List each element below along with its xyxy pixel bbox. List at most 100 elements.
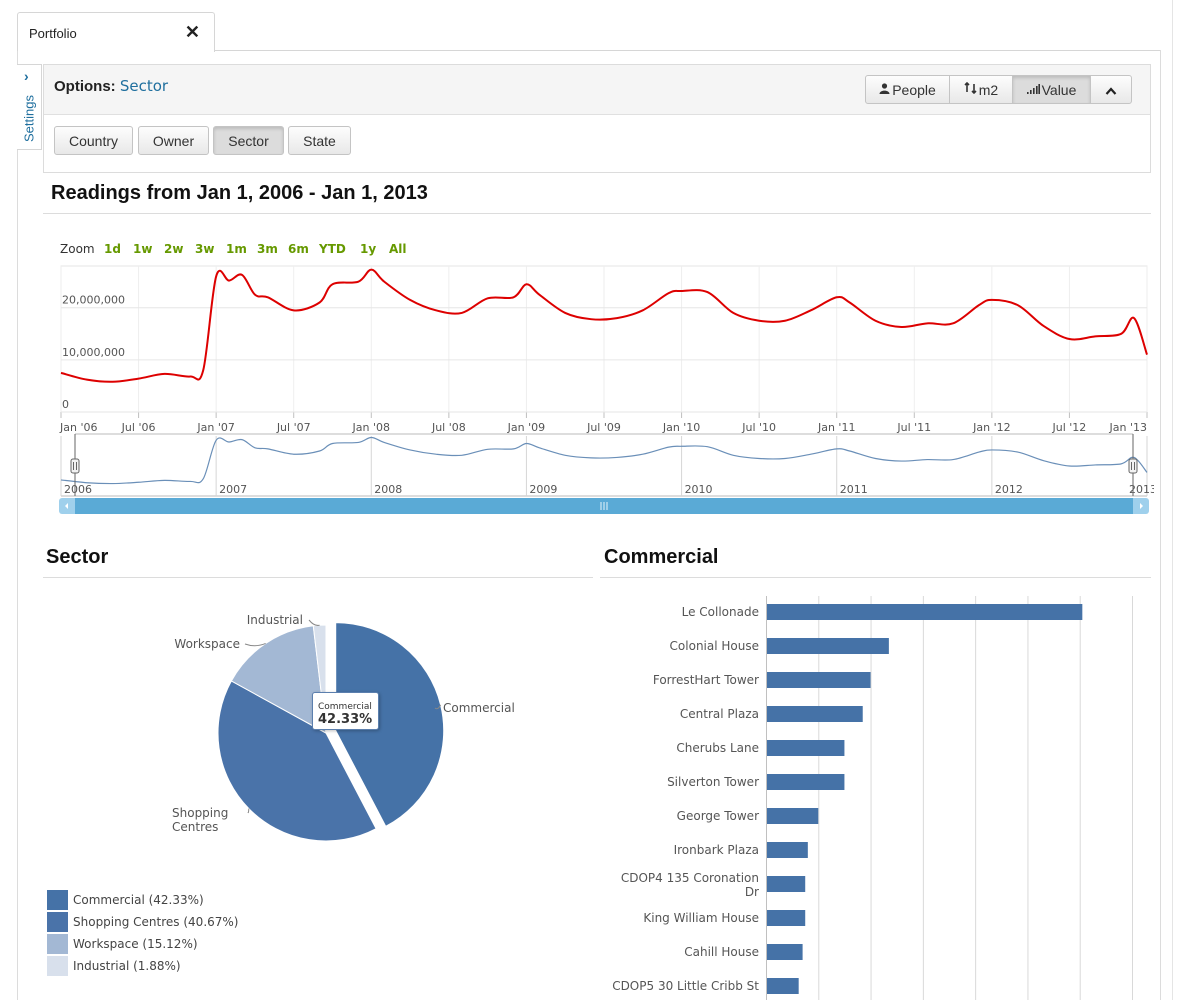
collapse-button[interactable] (1090, 75, 1132, 104)
legend-label: Commercial (42.33%) (73, 893, 204, 907)
pie-data-label: Shopping (172, 806, 228, 820)
bar[interactable] (767, 808, 819, 824)
navigator-year-label: 2013 (1129, 483, 1154, 496)
options-header: Options: Sector People m2 Value (44, 65, 1150, 115)
navigator-right-handle[interactable] (1128, 458, 1138, 474)
zoom-option-ytd[interactable]: YTD (318, 242, 346, 256)
stock-chart: Zoom 1d 1w 2w 3w 1m 3m 6m YTD 1y All 0 10,000,000 20,… (59, 242, 1154, 514)
y-tick-label: 0 (62, 398, 69, 411)
zoom-option-3m[interactable]: 3m (257, 242, 278, 256)
bar[interactable] (767, 706, 863, 722)
navigator-year-label: 2009 (529, 483, 557, 496)
zoom-option-2w[interactable]: 2w (164, 242, 183, 256)
x-tick-label: Jan '10 (662, 421, 700, 434)
commercial-divider (600, 577, 1151, 578)
close-icon[interactable]: ✕ (184, 22, 200, 42)
zoom-option-3w[interactable]: 3w (195, 242, 214, 256)
pie-data-label: Centres (172, 820, 218, 834)
navigator-series (60, 436, 1148, 485)
commercial-title: Commercial (604, 546, 719, 568)
x-tick-label: Jan '06 (59, 421, 97, 434)
tab-label: Portfolio (29, 26, 77, 41)
x-tick-label: Jul '10 (741, 421, 776, 434)
m2-button[interactable]: m2 (949, 75, 1013, 104)
category-label: Silverton Tower (667, 775, 759, 789)
bar[interactable] (767, 978, 799, 994)
person-icon (879, 82, 890, 97)
commercial-bar-chart: Le Collonade Colonial House ForrestHart To… (612, 596, 1133, 1000)
people-label: People (892, 81, 936, 98)
zoom-option-1w[interactable]: 1w (133, 242, 152, 256)
bar[interactable] (767, 944, 803, 960)
x-tick-label: Jan '08 (352, 421, 390, 434)
bar[interactable] (767, 842, 808, 858)
scroll-left-arrow-icon[interactable] (65, 503, 68, 509)
zoom-option-6m[interactable]: 6m (288, 242, 309, 256)
value-button[interactable]: Value (1012, 75, 1091, 104)
legend-item[interactable]: Shopping Centres (40.67%) (47, 912, 307, 932)
legend-label: Workspace (15.12%) (73, 937, 198, 951)
scroll-right-arrow-icon[interactable] (1140, 503, 1143, 509)
x-tick-label: Jan '13 (1109, 421, 1147, 434)
owner-button[interactable]: Owner (138, 126, 209, 155)
navigator-year-label: 2008 (374, 483, 402, 496)
sector-title: Sector (46, 546, 109, 568)
navigator-year-label: 2006 (64, 483, 92, 496)
state-button[interactable]: State (288, 126, 351, 155)
sector-divider (43, 577, 593, 578)
tab-bar: Portfolio ✕ (0, 0, 1177, 52)
legend-swatch (47, 956, 68, 976)
bar[interactable] (767, 604, 1083, 620)
m2-label: m2 (978, 81, 999, 98)
legend-item[interactable]: Commercial (42.33%) (47, 890, 307, 910)
category-label: Cherubs Lane (676, 741, 759, 755)
zoom-option-1d[interactable]: 1d (104, 242, 121, 256)
legend-item[interactable]: Workspace (15.12%) (47, 934, 307, 954)
bar[interactable] (767, 910, 806, 926)
legend-swatch (47, 934, 68, 954)
legend-label: Industrial (1.88%) (73, 959, 181, 973)
bar[interactable] (767, 876, 806, 892)
x-tick-label: Jan '07 (196, 421, 234, 434)
legend-swatch (47, 912, 68, 932)
legend-item[interactable]: Industrial (1.88%) (47, 956, 307, 976)
bar-signal-icon (1026, 83, 1040, 97)
pie-label-connector (244, 642, 266, 647)
tooltip-value: 42.33% (318, 712, 373, 727)
navigator-year-label: 2007 (219, 483, 247, 496)
y-tick-label: 20,000,000 (62, 294, 125, 307)
bar[interactable] (767, 672, 871, 688)
zoom-option-1y[interactable]: 1y (360, 242, 376, 256)
zoom-option-all[interactable]: All (389, 242, 407, 256)
bar[interactable] (767, 774, 845, 790)
bar[interactable] (767, 638, 889, 654)
pie-label-connector (308, 619, 320, 626)
x-tick-label: Jan '11 (817, 421, 855, 434)
category-label: CDOP5 30 Little Cribb St (612, 979, 759, 993)
bar[interactable] (767, 740, 845, 756)
resize-icon (964, 81, 977, 97)
zoom-option-1m[interactable]: 1m (226, 242, 247, 256)
category-label: Ironbark Plaza (674, 843, 759, 857)
window-edge (1172, 0, 1173, 1000)
category-label: Central Plaza (680, 707, 759, 721)
settings-label: Settings (21, 95, 37, 142)
category-label: Le Collonade (682, 605, 759, 619)
options-panel: Options: Sector People m2 Value (43, 64, 1151, 173)
x-tick-label: Jul '11 (896, 421, 931, 434)
zoom-label: Zoom (60, 242, 95, 256)
options-selected-value: Sector (119, 77, 169, 95)
people-button[interactable]: People (865, 75, 950, 104)
tab-portfolio[interactable]: Portfolio ✕ (17, 12, 215, 52)
pie-data-label: Workspace (174, 637, 240, 651)
x-tick-label: Jan '09 (507, 421, 545, 434)
navigator-left-handle[interactable] (70, 458, 80, 474)
pie-label-connector (247, 808, 250, 814)
legend-label: Shopping Centres (40.67%) (73, 915, 239, 929)
settings-toggle[interactable]: › Settings (17, 64, 42, 150)
chevron-right-icon: › (24, 68, 29, 84)
country-button[interactable]: Country (54, 126, 133, 155)
sector-button[interactable]: Sector (213, 126, 284, 155)
options-label: Options: (54, 78, 116, 95)
